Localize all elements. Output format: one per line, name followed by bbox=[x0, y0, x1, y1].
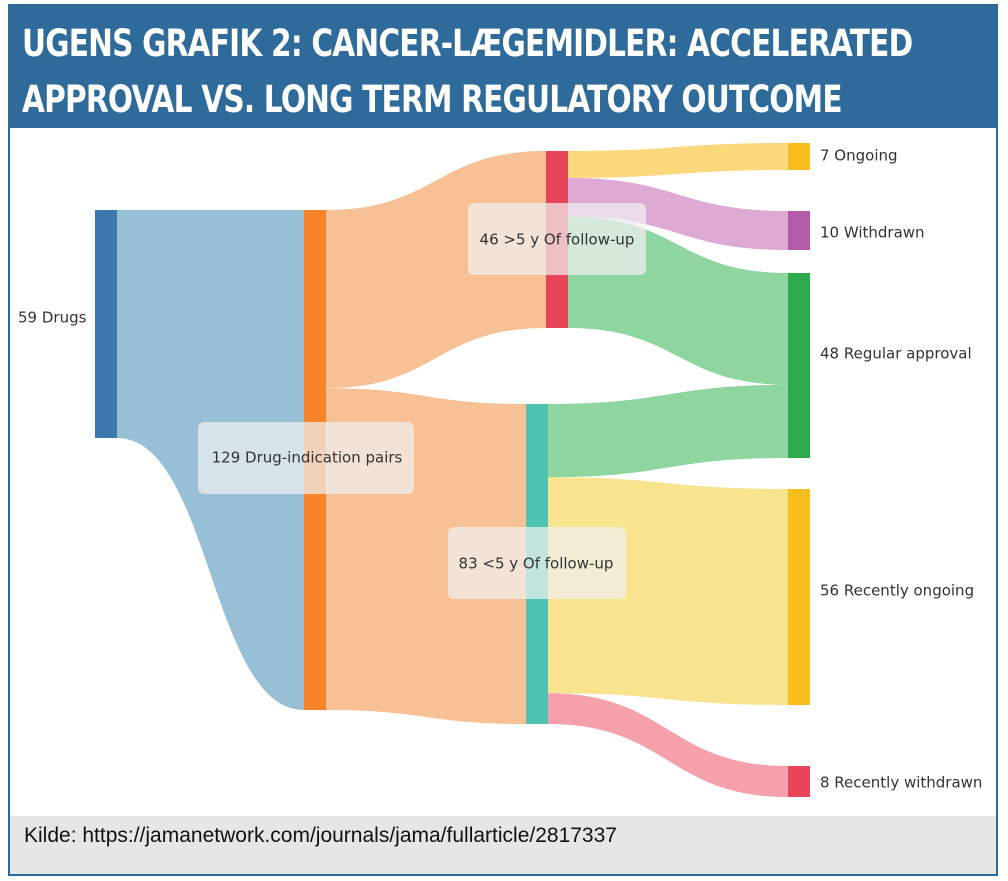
label-recent_withdrawn: 8 Recently withdrawn bbox=[820, 774, 982, 792]
link-gt5-to-ongoing bbox=[568, 143, 788, 178]
label-gt5: 46 >5 y Of follow-up bbox=[480, 231, 635, 249]
footer-bar: Kilde: https://jamanetwork.com/journals/… bbox=[10, 816, 996, 874]
label-regular: 48 Regular approval bbox=[820, 345, 972, 363]
link-lt5-to-regular bbox=[548, 384, 788, 478]
source-citation: Kilde: https://jamanetwork.com/journals/… bbox=[24, 824, 617, 847]
node-ongoing bbox=[788, 143, 810, 170]
header-bar: UGENS GRAFIK 2: CANCER-LÆGEMIDLER: ACCEL… bbox=[10, 6, 996, 128]
page-title: UGENS GRAFIK 2: CANCER-LÆGEMIDLER: ACCEL… bbox=[22, 22, 913, 121]
label-recent_ongoing: 56 Recently ongoing bbox=[820, 582, 974, 600]
sankey-labels: 59 Drugs 129 Drug-indication pairs 46 >5 y… bbox=[18, 147, 982, 792]
node-drugs bbox=[95, 210, 117, 438]
label-lt5: 83 <5 y Of follow-up bbox=[459, 555, 614, 573]
node-withdrawn bbox=[788, 211, 810, 250]
node-regular bbox=[788, 273, 810, 458]
infographic-frame: UGENS GRAFIK 2: CANCER-LÆGEMIDLER: ACCEL… bbox=[8, 4, 998, 876]
label-box-gt5 bbox=[468, 203, 646, 275]
link-lt5-to-recent_withdrawn bbox=[548, 693, 788, 797]
label-box-lt5 bbox=[448, 527, 626, 599]
label-drugs: 59 Drugs bbox=[18, 309, 87, 327]
label-pairs: 129 Drug-indication pairs bbox=[212, 449, 403, 467]
node-recent_ongoing bbox=[788, 489, 810, 705]
link-gt5-to-withdrawn bbox=[568, 177, 788, 250]
label-box-pairs bbox=[198, 422, 414, 494]
label-withdrawn: 10 Withdrawn bbox=[820, 224, 925, 242]
node-recent_withdrawn bbox=[788, 766, 810, 797]
label-ongoing: 7 Ongoing bbox=[820, 147, 898, 165]
